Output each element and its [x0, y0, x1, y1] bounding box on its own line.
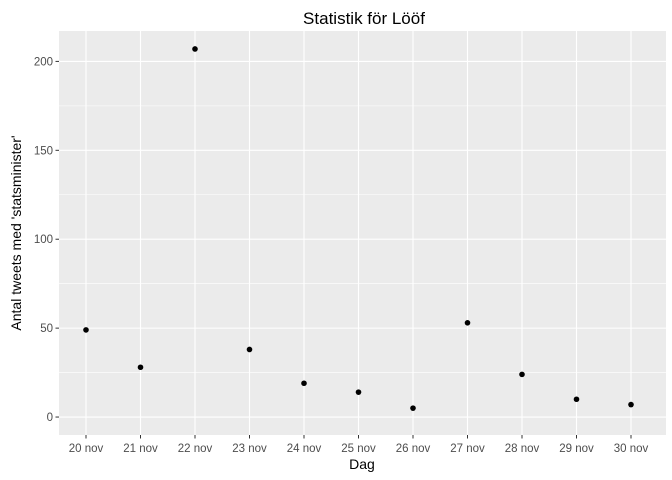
y-tick-label: 200: [34, 56, 53, 68]
x-tick-label: 27 nov: [450, 443, 485, 455]
x-tick-label: 28 nov: [505, 443, 540, 455]
y-tick-label: 100: [34, 234, 53, 246]
data-point: [410, 405, 416, 411]
minor-gridlines: [59, 105, 666, 373]
data-point: [355, 389, 362, 395]
data-point: [192, 46, 198, 52]
data-point: [464, 319, 471, 326]
x-tick-label: 29 nov: [559, 443, 594, 455]
y-tick-label: 50: [40, 323, 53, 335]
x-tick-label: 22 nov: [178, 443, 213, 455]
data-point: [519, 371, 525, 378]
data-point: [573, 396, 580, 403]
data-points: [83, 46, 634, 411]
x-axis-title: Dag: [349, 456, 375, 472]
major-gridlines: [59, 31, 666, 435]
x-tick-label: 26 nov: [396, 443, 431, 455]
y-tick-label: 150: [34, 145, 53, 157]
data-point: [628, 401, 634, 408]
x-axis-ticks: 20 nov 21 nov 22 nov 23 nov 24 nov 25 nov 26 n…: [69, 435, 649, 455]
y-axis-ticks: 0 50 100 150 200: [34, 56, 59, 424]
plot-panel: [59, 31, 666, 435]
x-tick-label: 30 nov: [614, 443, 649, 455]
data-point: [137, 364, 144, 371]
chart-title: Statistik för Lööf: [303, 9, 425, 28]
data-point: [83, 327, 89, 333]
y-axis-title: Antal tweets med 'statsminister': [8, 135, 24, 330]
x-tick-label: 24 nov: [287, 443, 322, 455]
y-tick-label: 0: [47, 412, 53, 424]
x-tick-label: 20 nov: [69, 443, 104, 455]
data-point: [246, 346, 253, 353]
x-tick-label: 25 nov: [341, 443, 376, 455]
data-point: [301, 380, 307, 387]
x-tick-label: 23 nov: [232, 443, 267, 455]
x-tick-label: 21 nov: [123, 443, 158, 455]
